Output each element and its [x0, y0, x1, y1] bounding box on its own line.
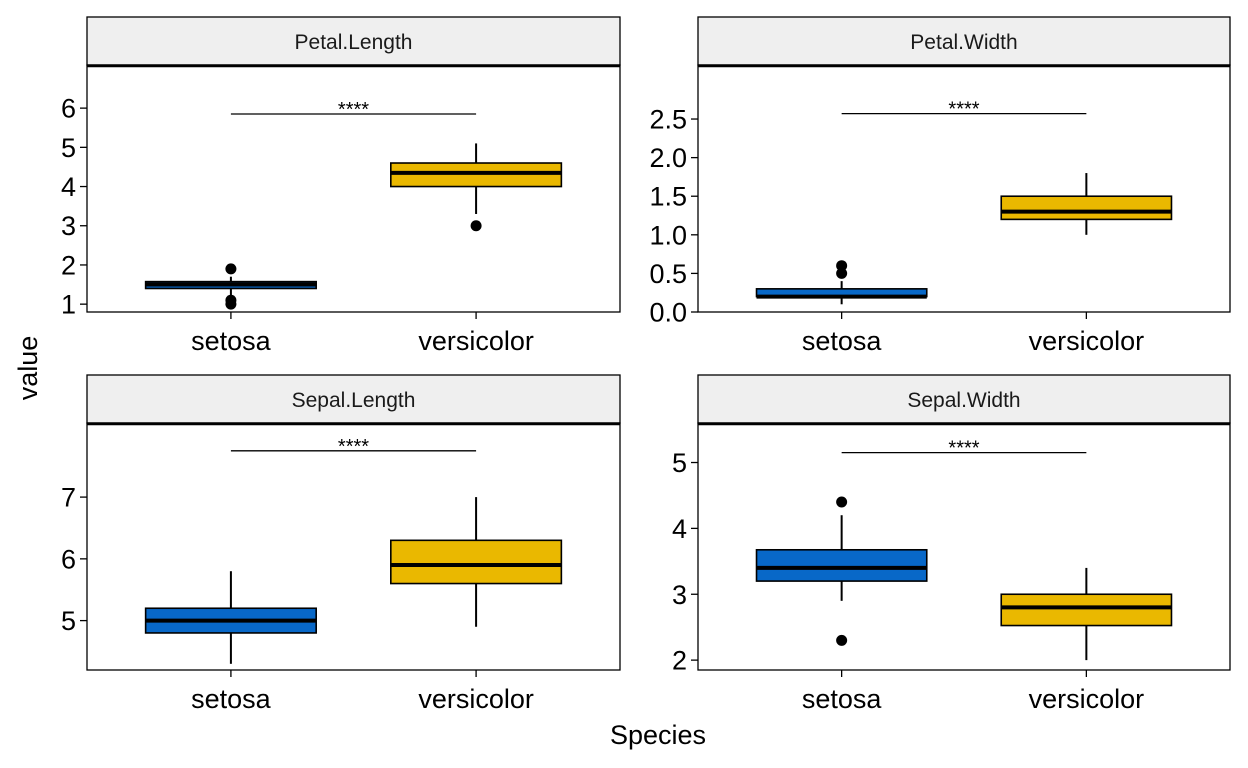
y-tick-label: 6 [61, 94, 76, 124]
outlier-point [225, 294, 237, 306]
significance-label: **** [948, 99, 979, 121]
outlier-point [836, 496, 848, 508]
y-tick-label: 4 [672, 514, 687, 544]
y-tick-label: 6 [61, 544, 76, 574]
x-tick-label: setosa [802, 684, 883, 714]
y-tick-label: 1 [61, 290, 76, 320]
y-tick-label: 2 [672, 646, 687, 676]
x-axis-title: Species [610, 720, 706, 750]
x-tick-label: versicolor [1029, 684, 1145, 714]
outlier-point [225, 263, 237, 275]
y-tick-label: 1.5 [649, 182, 687, 212]
x-tick-label: setosa [191, 326, 272, 356]
y-tick-label: 0.5 [649, 259, 687, 289]
y-tick-label: 1.0 [649, 220, 687, 250]
y-tick-label: 7 [61, 483, 76, 513]
facet-strip-label: Sepal.Width [907, 389, 1020, 412]
facet-strip-label: Sepal.Length [292, 389, 416, 412]
box-versicolor [390, 539, 563, 585]
y-tick-label: 2 [61, 250, 76, 280]
y-tick-label: 5 [672, 448, 687, 478]
facet-strip [697, 16, 1231, 66]
y-tick-label: 4 [61, 172, 76, 202]
facet-strip [86, 16, 621, 66]
x-tick-label: setosa [802, 326, 883, 356]
outlier-point [836, 260, 848, 272]
x-tick-label: setosa [191, 684, 272, 714]
significance-label: **** [948, 438, 979, 460]
box-setosa [755, 548, 928, 582]
y-tick-label: 5 [61, 133, 76, 163]
y-tick-label: 0.0 [649, 298, 687, 328]
y-tick-label: 5 [61, 606, 76, 636]
significance-label: **** [338, 436, 369, 458]
outlier-point [836, 634, 848, 646]
outlier-point [836, 267, 848, 279]
significance-label: **** [338, 99, 369, 121]
y-axis-title: value [13, 336, 43, 401]
facet-strip [86, 374, 621, 424]
facet-strip-label: Petal.Width [910, 31, 1017, 54]
x-tick-label: versicolor [418, 684, 534, 714]
x-tick-label: versicolor [418, 326, 534, 356]
facet-strip [697, 374, 1231, 424]
box-versicolor [1000, 195, 1173, 221]
y-tick-label: 3 [672, 580, 687, 610]
outlier-point [470, 220, 482, 232]
y-tick-label: 3 [61, 211, 76, 241]
box-versicolor [1000, 593, 1173, 627]
y-tick-label: 2.5 [649, 105, 687, 135]
y-tick-label: 2.0 [649, 143, 687, 173]
x-tick-label: versicolor [1029, 326, 1145, 356]
panel-border [697, 422, 1231, 671]
facet-strip-label: Petal.Length [295, 31, 413, 54]
